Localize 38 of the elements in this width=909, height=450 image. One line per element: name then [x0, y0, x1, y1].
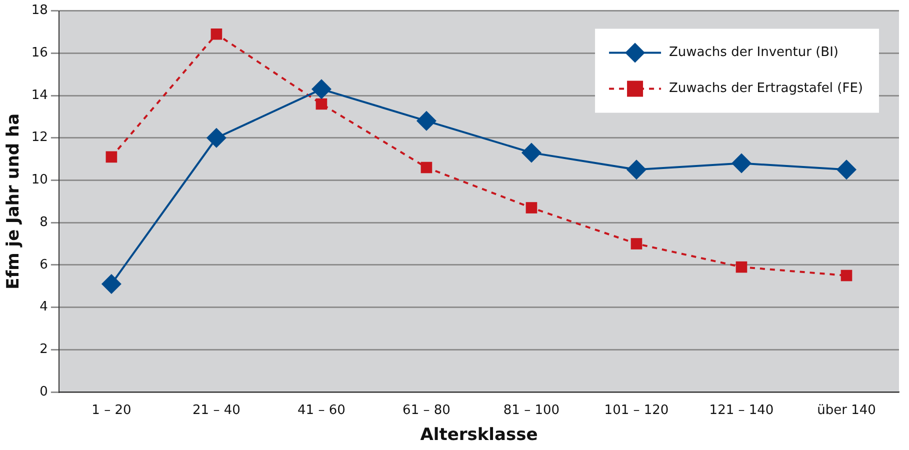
point: [316, 98, 328, 110]
y-tick-label: 14: [31, 88, 48, 103]
point: [736, 261, 748, 273]
point: [210, 28, 222, 40]
x-tick-label: 21 – 40: [192, 403, 240, 418]
y-tick-label: 10: [31, 172, 48, 188]
y-tick-label: 2: [40, 342, 48, 358]
y-tick-label: 6: [40, 257, 48, 272]
y-tick-label: 4: [40, 300, 48, 315]
x-tick-label: 101 – 120: [604, 403, 669, 418]
x-tick-label: 121 – 140: [709, 403, 774, 418]
x-tick-label: 41 – 60: [298, 403, 346, 418]
point: [416, 110, 436, 131]
y-tick-label: 16: [31, 46, 48, 61]
point: [311, 79, 332, 100]
x-axis-title: Altersklasse: [420, 425, 538, 446]
point: [526, 202, 538, 214]
y-tick-label: 8: [40, 214, 48, 230]
y-tick-label: 12: [31, 130, 48, 146]
point: [731, 153, 752, 174]
y-tick-label: 0: [40, 384, 48, 400]
y-tick-label: 18: [31, 3, 48, 18]
point: [521, 142, 542, 163]
point: [836, 160, 856, 180]
legend-label: Zuwachs der Ertragstafel (FE): [669, 81, 864, 96]
x-tick-label: 81 – 100: [503, 403, 560, 418]
point: [626, 160, 646, 180]
y-axis-title: Efm je Jahr und ha: [4, 113, 24, 290]
point: [206, 128, 226, 148]
point: [840, 270, 852, 282]
legend-label: Zuwachs der Inventur (BI): [669, 45, 839, 60]
point: [420, 162, 432, 174]
point: [101, 274, 122, 294]
point: [630, 238, 642, 250]
point: [106, 151, 118, 163]
x-tick-label: über 140: [817, 403, 876, 418]
x-tick-label: 61 – 80: [402, 403, 450, 418]
x-tick-label: 1 – 20: [92, 403, 132, 418]
